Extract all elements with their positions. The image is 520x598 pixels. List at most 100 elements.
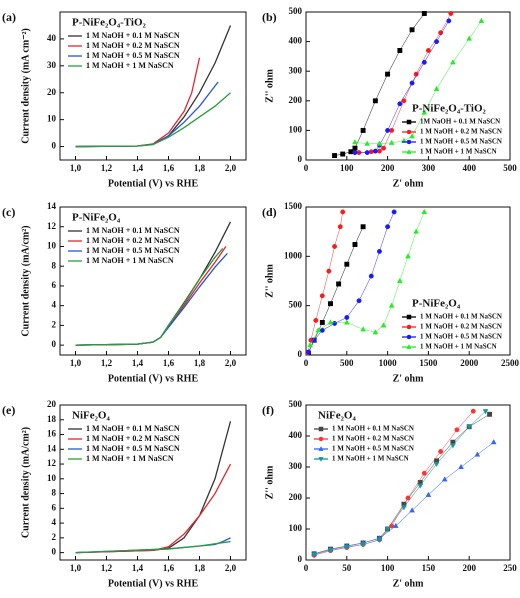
panel-label: (a): [2, 10, 16, 24]
connect-line: [314, 410, 486, 555]
marker: [360, 127, 366, 133]
x-tick-label: 150: [422, 563, 436, 573]
y-tick-label: 0: [298, 154, 303, 164]
marker: [450, 59, 456, 65]
x-tick-label: 1,2: [101, 358, 113, 368]
marker: [466, 35, 473, 41]
legend-label: 1 M NaOH + 0.1 M NaSCN: [86, 226, 180, 235]
marker: [406, 149, 412, 154]
y-tick-label: 4: [52, 517, 57, 527]
y-tick-label: 8: [52, 488, 57, 498]
y-tick-label: 6: [52, 280, 57, 290]
x-tick-label: 1,8: [194, 563, 206, 573]
marker: [406, 344, 412, 349]
connect-line: [354, 20, 450, 153]
panel: (f) 0 50 100 150 200 250 0 100 200 300 400 500 Z' ohm…: [262, 399, 517, 589]
marker: [318, 446, 324, 451]
plot-frame: [59, 404, 247, 561]
data-line: [75, 248, 224, 346]
y-tick-label: 30: [47, 60, 57, 70]
legend-label: 1 M NaOH + 0.2 M NaSCN: [332, 435, 414, 443]
y-tick-label: 0: [52, 141, 57, 151]
legend-label: 1 M NaOH + 0.2 M NaSCN: [86, 434, 180, 443]
marker: [421, 59, 427, 65]
connect-line: [308, 226, 364, 354]
data-line: [75, 540, 231, 554]
legend-label: 1 M NaOH + 1 M NaSCN: [86, 256, 174, 265]
marker: [421, 208, 428, 214]
x-axis-label: Potential (V) vs RHE: [108, 178, 199, 189]
marker: [438, 449, 444, 454]
panel-title: P-NiFe₂O₄-TiO₂: [72, 17, 147, 29]
marker: [343, 544, 350, 551]
marker: [406, 119, 412, 125]
marker: [446, 18, 452, 24]
y-tick-label: 2: [52, 532, 57, 542]
marker: [307, 341, 313, 348]
legend-label: 1M NaOH + 0.1 M NaSCN: [420, 118, 500, 126]
plot-frame: [59, 206, 247, 356]
marker: [318, 436, 324, 442]
marker: [332, 320, 338, 326]
marker: [433, 85, 440, 91]
y-tick-label: 2: [52, 319, 57, 329]
marker: [337, 224, 343, 230]
legend-label: 1 M NaOH + 1 M NaSCN: [420, 148, 497, 156]
marker: [405, 253, 411, 259]
marker: [344, 315, 350, 320]
legend-label: 1 M NaOH + 1 M NaSCN: [86, 61, 174, 70]
x-axis-label: Z' ohm: [393, 178, 425, 189]
y-tick-label: 10: [47, 241, 57, 251]
marker: [474, 451, 481, 457]
x-axis-label: Z' ohm: [393, 578, 425, 589]
y-tick-label: 400: [289, 430, 303, 440]
marker: [364, 140, 371, 146]
x-tick-label: 1,4: [132, 563, 144, 573]
marker: [372, 98, 378, 104]
y-tick-label: 10: [47, 114, 57, 124]
y-tick-label: 0: [298, 554, 303, 564]
y-tick-label: 20: [47, 87, 57, 97]
marker: [482, 409, 489, 415]
legend-label: 1 M NaOH + 0.5 M NaSCN: [86, 444, 180, 453]
connect-line: [314, 441, 494, 555]
data-line: [75, 463, 232, 554]
legend-label: 1 M NaOH + 0.1 M NaSCN: [86, 31, 180, 40]
marker: [458, 463, 464, 470]
marker: [327, 319, 334, 325]
marker: [388, 302, 395, 308]
marker: [409, 507, 415, 513]
marker: [413, 228, 420, 234]
marker: [417, 483, 424, 489]
x-tick-label: 200: [381, 163, 395, 173]
x-tick-label: 500: [503, 163, 517, 173]
marker: [441, 476, 448, 482]
y-tick-label: 14: [47, 443, 57, 453]
marker: [352, 242, 358, 247]
x-tick-label: 500: [340, 358, 354, 368]
x-tick-label: 1,4: [132, 163, 144, 173]
legend-label: 1 M NaOH + 0.2 M NaSCN: [420, 323, 502, 331]
marker: [385, 224, 391, 230]
marker: [356, 298, 362, 304]
marker: [376, 148, 382, 154]
marker: [344, 261, 350, 267]
y-tick-label: 500: [289, 6, 303, 16]
marker: [352, 150, 358, 156]
x-tick-label: 1500: [419, 358, 438, 368]
legend-label: 1 M NaOH + 0.5 M NaSCN: [86, 246, 180, 255]
marker: [406, 334, 412, 340]
x-tick-label: 1,0: [70, 163, 82, 173]
marker: [406, 314, 412, 320]
x-tick-label: 0: [304, 163, 309, 173]
y-tick-label: 1000: [284, 250, 303, 260]
marker: [478, 17, 485, 23]
x-tick-label: 2,0: [225, 163, 237, 173]
x-tick-label: 2,0: [225, 358, 237, 368]
marker: [311, 552, 318, 558]
connect-line: [308, 211, 395, 353]
marker: [340, 209, 346, 215]
y-tick-label: 300: [289, 65, 303, 75]
connect-line: [307, 211, 344, 354]
